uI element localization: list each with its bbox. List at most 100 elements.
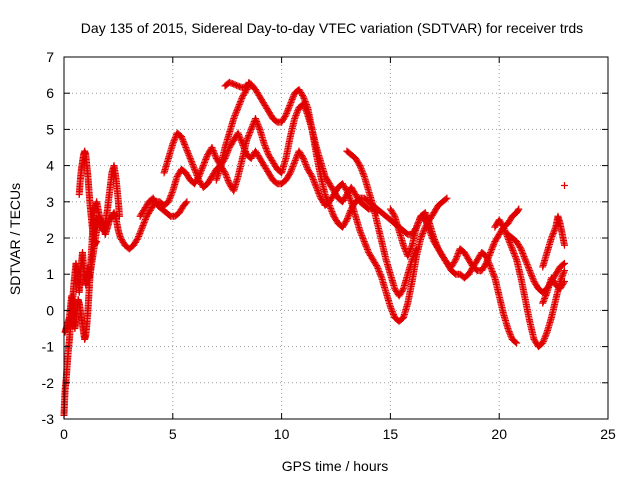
data-point: [291, 158, 299, 166]
data-point: [198, 165, 206, 173]
data-point: [261, 141, 269, 149]
data-point: [541, 333, 549, 341]
data-point: [135, 232, 143, 240]
data-point: [329, 211, 337, 219]
y-tick-label: 5: [46, 121, 54, 137]
data-point: [285, 170, 293, 178]
data-point: [179, 136, 187, 144]
data-point: [313, 185, 321, 193]
data-point: [302, 162, 310, 170]
data-point: [508, 245, 516, 253]
data-point: [310, 177, 318, 185]
data-point: [423, 213, 431, 221]
data-point: [406, 246, 414, 254]
data-point: [301, 157, 309, 165]
data-point: [500, 223, 508, 231]
data-point: [443, 194, 451, 202]
y-axis-label: SDTVAR / TECUs: [7, 183, 23, 295]
data-point: [406, 247, 414, 255]
data-point: [235, 131, 243, 139]
data-point: [539, 339, 547, 347]
data-point: [409, 254, 417, 262]
data-point: [192, 170, 200, 178]
data-point: [166, 193, 174, 201]
data-point: [288, 97, 296, 105]
data-point: [233, 105, 241, 113]
data-point: [293, 110, 301, 118]
data-point: [93, 238, 101, 246]
data-point: [452, 256, 460, 264]
data-point: [244, 133, 252, 141]
data-point: [194, 175, 202, 183]
data-point: [299, 154, 307, 162]
data-point: [212, 153, 220, 161]
data-point: [254, 121, 262, 129]
data-point: [434, 243, 442, 251]
y-tick-label: 1: [46, 266, 54, 282]
data-point: [342, 217, 350, 225]
data-point: [482, 252, 490, 260]
data-point: [490, 271, 498, 279]
data-point: [345, 211, 353, 219]
data-point: [260, 140, 268, 148]
y-tick-label: 7: [46, 49, 54, 65]
data-point: [236, 99, 244, 107]
data-point: [518, 246, 526, 254]
data-point: [225, 178, 233, 186]
data-point: [362, 242, 370, 250]
data-point: [512, 338, 520, 346]
data-point: [197, 166, 205, 174]
data-point: [251, 115, 259, 123]
x-tick-label: 15: [383, 426, 399, 442]
data-point: [187, 157, 195, 165]
data-point: [210, 148, 218, 156]
data-point: [285, 103, 293, 111]
data-point: [245, 132, 253, 140]
data-point: [509, 246, 517, 254]
data-point: [413, 223, 421, 231]
data-point: [488, 244, 496, 252]
data-point: [377, 272, 385, 280]
data-point: [262, 145, 270, 153]
data-point: [140, 218, 148, 226]
data-point: [507, 242, 515, 250]
y-tick-label: 4: [46, 158, 54, 174]
data-point: [541, 295, 549, 303]
data-point: [199, 163, 207, 171]
data-point: [115, 212, 123, 220]
data-point: [281, 112, 289, 120]
data-point: [138, 225, 146, 233]
data-point: [510, 250, 518, 258]
data-point: [224, 175, 232, 183]
data-point: [329, 209, 337, 217]
data-point: [291, 115, 299, 123]
data-point: [523, 260, 531, 268]
data-point: [237, 135, 245, 143]
data-point: [560, 277, 568, 285]
data-point: [135, 231, 143, 239]
data-point: [486, 248, 494, 256]
data-point: [294, 107, 302, 115]
data-point: [504, 325, 512, 332]
data-point: [517, 245, 525, 253]
data-point: [422, 212, 430, 220]
data-point: [221, 169, 229, 177]
data-point: [509, 248, 517, 256]
data-point: [182, 145, 190, 153]
data-point: [192, 168, 200, 176]
data-point: [230, 115, 238, 123]
data-point: [416, 215, 424, 223]
data-point: [390, 211, 398, 219]
data-point: [209, 147, 217, 155]
data-point: [551, 225, 559, 233]
data-point: [178, 133, 186, 141]
data-point: [327, 205, 335, 213]
data-point: [301, 159, 309, 167]
data-point: [407, 244, 415, 252]
data-point: [433, 242, 441, 250]
data-point: [136, 228, 144, 236]
data-point: [169, 138, 177, 146]
data-point: [514, 206, 522, 214]
data-point: [361, 239, 369, 247]
data-point: [211, 151, 219, 159]
